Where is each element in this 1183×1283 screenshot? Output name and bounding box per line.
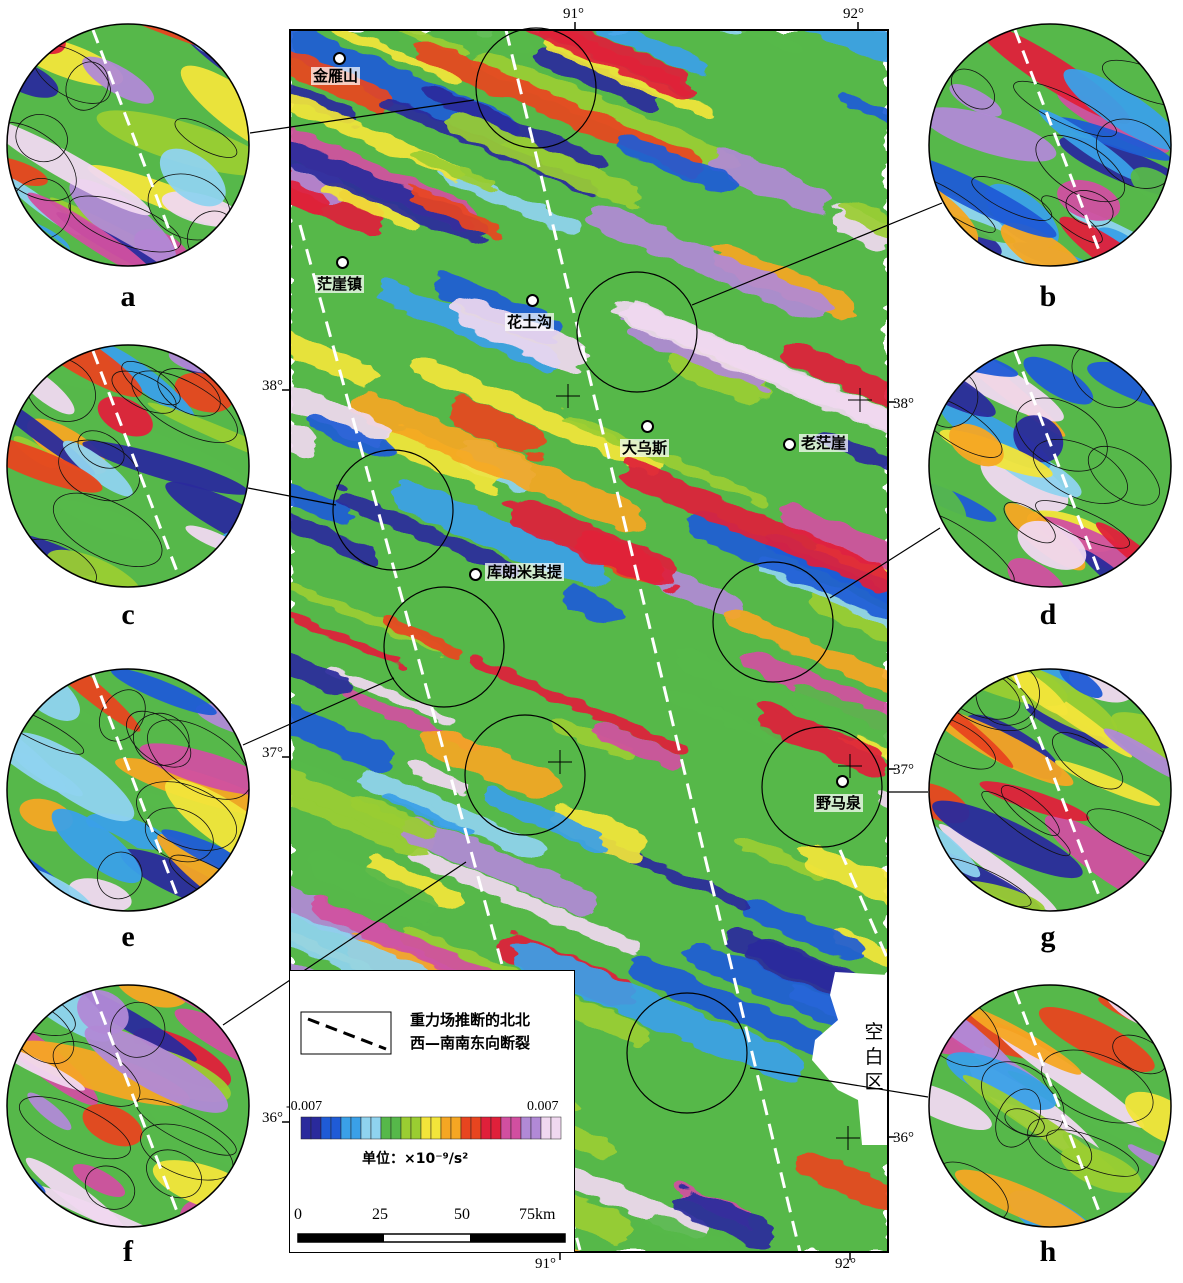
inset-panel [7,24,249,266]
coord-bottom-91: 91° [535,1256,556,1272]
town-marker [333,52,346,65]
panel-label-f: f [123,1235,133,1268]
inset-panel [7,669,249,911]
coord-right-37: 37° [893,762,914,778]
town-marker [526,294,539,307]
panel-label-g: g [1040,920,1056,953]
scale-tick-25: 25 [372,1206,388,1223]
coord-left-36: 36° [262,1110,283,1126]
town-label: 野马泉 [814,794,864,812]
town-label: 金雁山 [311,67,361,85]
town-label: 老茫崖 [799,434,849,452]
legend-fault-label-line1: 重力场推断的北北 [410,1011,531,1029]
coord-left-37: 37° [262,745,283,761]
coord-top-91: 91° [563,6,584,22]
scale-bar [297,1233,566,1243]
town-label: 库朗米其提 [485,563,565,581]
town-label: 茫崖镇 [315,275,365,293]
colorbar-max: 0.007 [527,1099,559,1114]
colorbar-min: -0.007 [286,1099,323,1114]
town-marker [836,775,849,788]
coord-right-36: 36° [893,1130,914,1146]
town-marker [469,568,482,581]
inset-panel [929,669,1171,911]
colorbar-unit: 单位：×10⁻⁹/s² [362,1151,469,1167]
scale-tick-50: 50 [454,1206,470,1223]
coord-left-38: 38° [262,378,283,394]
town-marker [641,420,654,433]
inset-panel [7,345,249,587]
inset-panel [7,985,249,1227]
blank-area-char: 区 [864,1071,884,1093]
legend-fault-label-line2: 西—南南东向断裂 [410,1034,531,1052]
panel-label-a: a [120,280,136,313]
town-label: 花土沟 [505,313,555,331]
panel-label-e: e [121,920,135,953]
town-marker [783,438,796,451]
panel-label-h: h [1039,1235,1057,1268]
blank-area-char: 白 [864,1046,884,1068]
panel-label-d: d [1039,598,1057,631]
legend-fault-sample [300,1011,392,1055]
map-area [282,22,896,1260]
coord-right-38: 38° [893,396,914,412]
scale-tick-0: 0 [294,1206,302,1223]
blank-area-char: 空 [864,1021,884,1043]
inset-panel [929,24,1171,266]
legend-box: 重力场推断的北北 西—南南东向断裂 -0.007 0.007 单位：×10⁻⁹/… [286,970,575,1252]
town-label: 大乌斯 [620,439,670,457]
scale-tick-75: 75km [519,1206,556,1223]
town-marker [336,256,349,269]
leader-lines-layer [222,99,943,1098]
panel-label-c: c [121,598,135,631]
inset-panel [929,345,1171,587]
colorbar [300,1116,562,1140]
inset-panel [929,985,1171,1227]
coord-top-92: 92° [843,6,864,22]
coord-bottom-92: 92° [835,1256,856,1272]
panel-label-b: b [1039,280,1057,313]
